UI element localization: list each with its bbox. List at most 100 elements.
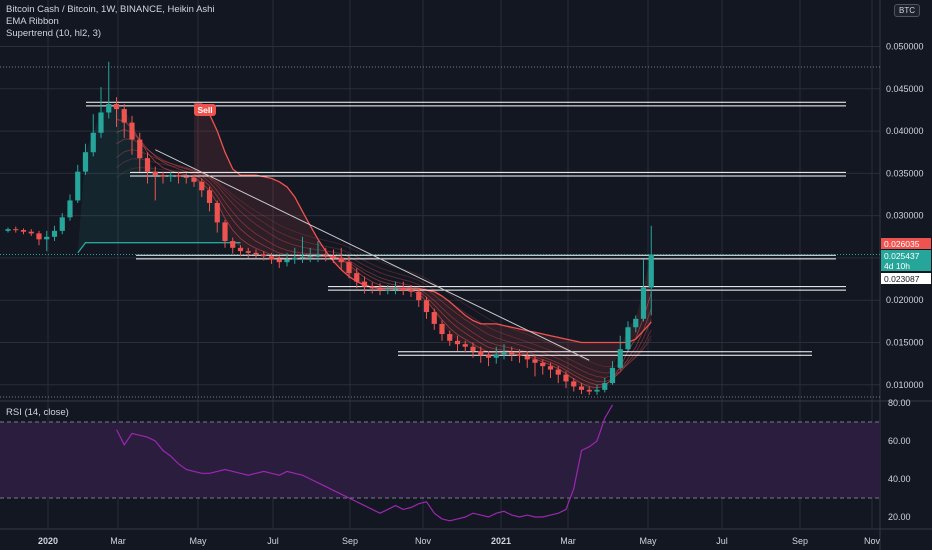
rsi-tick-label: 80.00: [888, 398, 911, 408]
time-tick-label: Sep: [792, 536, 808, 546]
price-tick-label: 0.040000: [886, 126, 924, 136]
price-tick-label: 0.035000: [886, 168, 924, 178]
candle-body: [191, 177, 197, 182]
candle-body: [98, 112, 104, 133]
candle-body: [168, 175, 174, 177]
candle-body: [594, 389, 600, 392]
rsi-pane: 20.00 40.00 60.00 80.00: [0, 398, 911, 522]
price-badge-box: [881, 273, 931, 284]
ema-ribbon-line: [116, 129, 652, 386]
candle-body: [28, 231, 34, 234]
ema-ribbon-line: [116, 119, 652, 389]
candle-body: [206, 190, 213, 203]
candle-body: [578, 386, 585, 390]
candle-body: [454, 340, 461, 345]
candle-body: [183, 176, 189, 178]
candle-body: [299, 257, 306, 259]
candle-body: [230, 241, 236, 248]
time-tick-label: May: [189, 536, 207, 546]
candle-body: [385, 289, 391, 291]
price-tick-label: 0.010000: [886, 380, 924, 390]
time-tick-label: 2020: [38, 536, 58, 546]
time-axis: 2020 Mar May Jul Sep Nov 2021 Mar May Jul Sep Nov: [38, 536, 881, 546]
candle-body: [555, 369, 561, 375]
time-tick-label: Nov: [864, 536, 881, 546]
supertrend-label[interactable]: Supertrend (10, hl2, 3): [6, 28, 102, 39]
candle-body: [113, 104, 120, 110]
candle-body: [121, 109, 127, 123]
candle-body: [447, 334, 453, 341]
time-tick-label: Jul: [267, 536, 279, 546]
candle-body: [602, 383, 608, 390]
rsi-tick-label: 20.00: [888, 512, 911, 522]
candle-body: [144, 158, 151, 172]
candle-body: [222, 222, 228, 242]
candle-body: [338, 257, 344, 263]
candle-body: [478, 350, 484, 356]
candle-body: [431, 312, 437, 324]
price-tick-label: 0.015000: [886, 337, 924, 347]
sell-signal-label: Sell: [197, 105, 212, 115]
ema-ribbon-label[interactable]: EMA Ribbon: [6, 16, 59, 27]
candle-body: [586, 389, 592, 392]
candle-body: [214, 202, 220, 223]
candle-body: [323, 255, 329, 257]
symbol-title[interactable]: Bitcoin Cash / Bitcoin, 1W, BINANCE, Hei…: [6, 4, 215, 15]
candle-body: [5, 229, 11, 231]
candle-body: [532, 359, 538, 363]
supertrend-down-line: [194, 103, 652, 344]
price-tick-label: 0.030000: [886, 211, 924, 221]
candle-body: [137, 139, 143, 159]
candle-body: [361, 281, 368, 287]
candle-body: [199, 181, 205, 191]
time-tick-label: Sep: [342, 536, 358, 546]
candle-body: [82, 152, 89, 172]
price-tick-label: 0.045000: [886, 84, 924, 94]
candle-body: [237, 247, 244, 252]
price-badge-label: 4d 10h: [884, 261, 910, 271]
candle-body: [501, 352, 507, 355]
candle-body: [516, 354, 523, 357]
candle-body: [640, 287, 647, 319]
candle-body: [106, 104, 112, 113]
candle-body: [152, 171, 158, 176]
candle-body: [51, 230, 58, 237]
candle-body: [315, 255, 321, 257]
candle-body: [609, 367, 616, 384]
time-tick-label: Jul: [716, 536, 728, 546]
candle-body: [276, 259, 282, 263]
price-axis: 0.0100000.0150000.0200000.0250000.030000…: [886, 42, 924, 390]
candle-body: [330, 256, 337, 258]
candle-body: [493, 354, 499, 358]
rsi-line: [115, 404, 614, 522]
candle-body: [253, 252, 259, 255]
price-badge-label: 0.025437: [884, 251, 920, 261]
candle-body: [648, 254, 654, 288]
price-overlays: Sell: [0, 66, 880, 398]
candle-body: [354, 273, 360, 282]
candle-body: [625, 327, 631, 350]
candle-body: [346, 262, 352, 274]
rsi-band: [0, 422, 880, 498]
candle-body: [547, 366, 554, 370]
price-badge-label: 0.023087: [884, 274, 920, 284]
candle-body: [392, 288, 399, 290]
candle-body: [423, 300, 430, 313]
price-tick-label: 0.020000: [886, 295, 924, 305]
candle-body: [509, 352, 515, 355]
rsi-legend-label[interactable]: RSI (14, close): [6, 407, 69, 418]
currency-badge[interactable]: BTC: [894, 4, 920, 17]
candle-body: [261, 254, 267, 257]
candle-body: [90, 132, 96, 153]
candle-body: [377, 288, 383, 291]
candle-body: [617, 349, 623, 368]
candle-body: [44, 236, 50, 240]
candle-body: [175, 175, 182, 177]
candle-body: [13, 229, 19, 231]
candle-body: [462, 344, 468, 347]
time-tick-label: 2021: [491, 536, 511, 546]
candle-body: [524, 356, 530, 360]
candle-body: [292, 257, 298, 260]
candle-body: [416, 291, 422, 301]
